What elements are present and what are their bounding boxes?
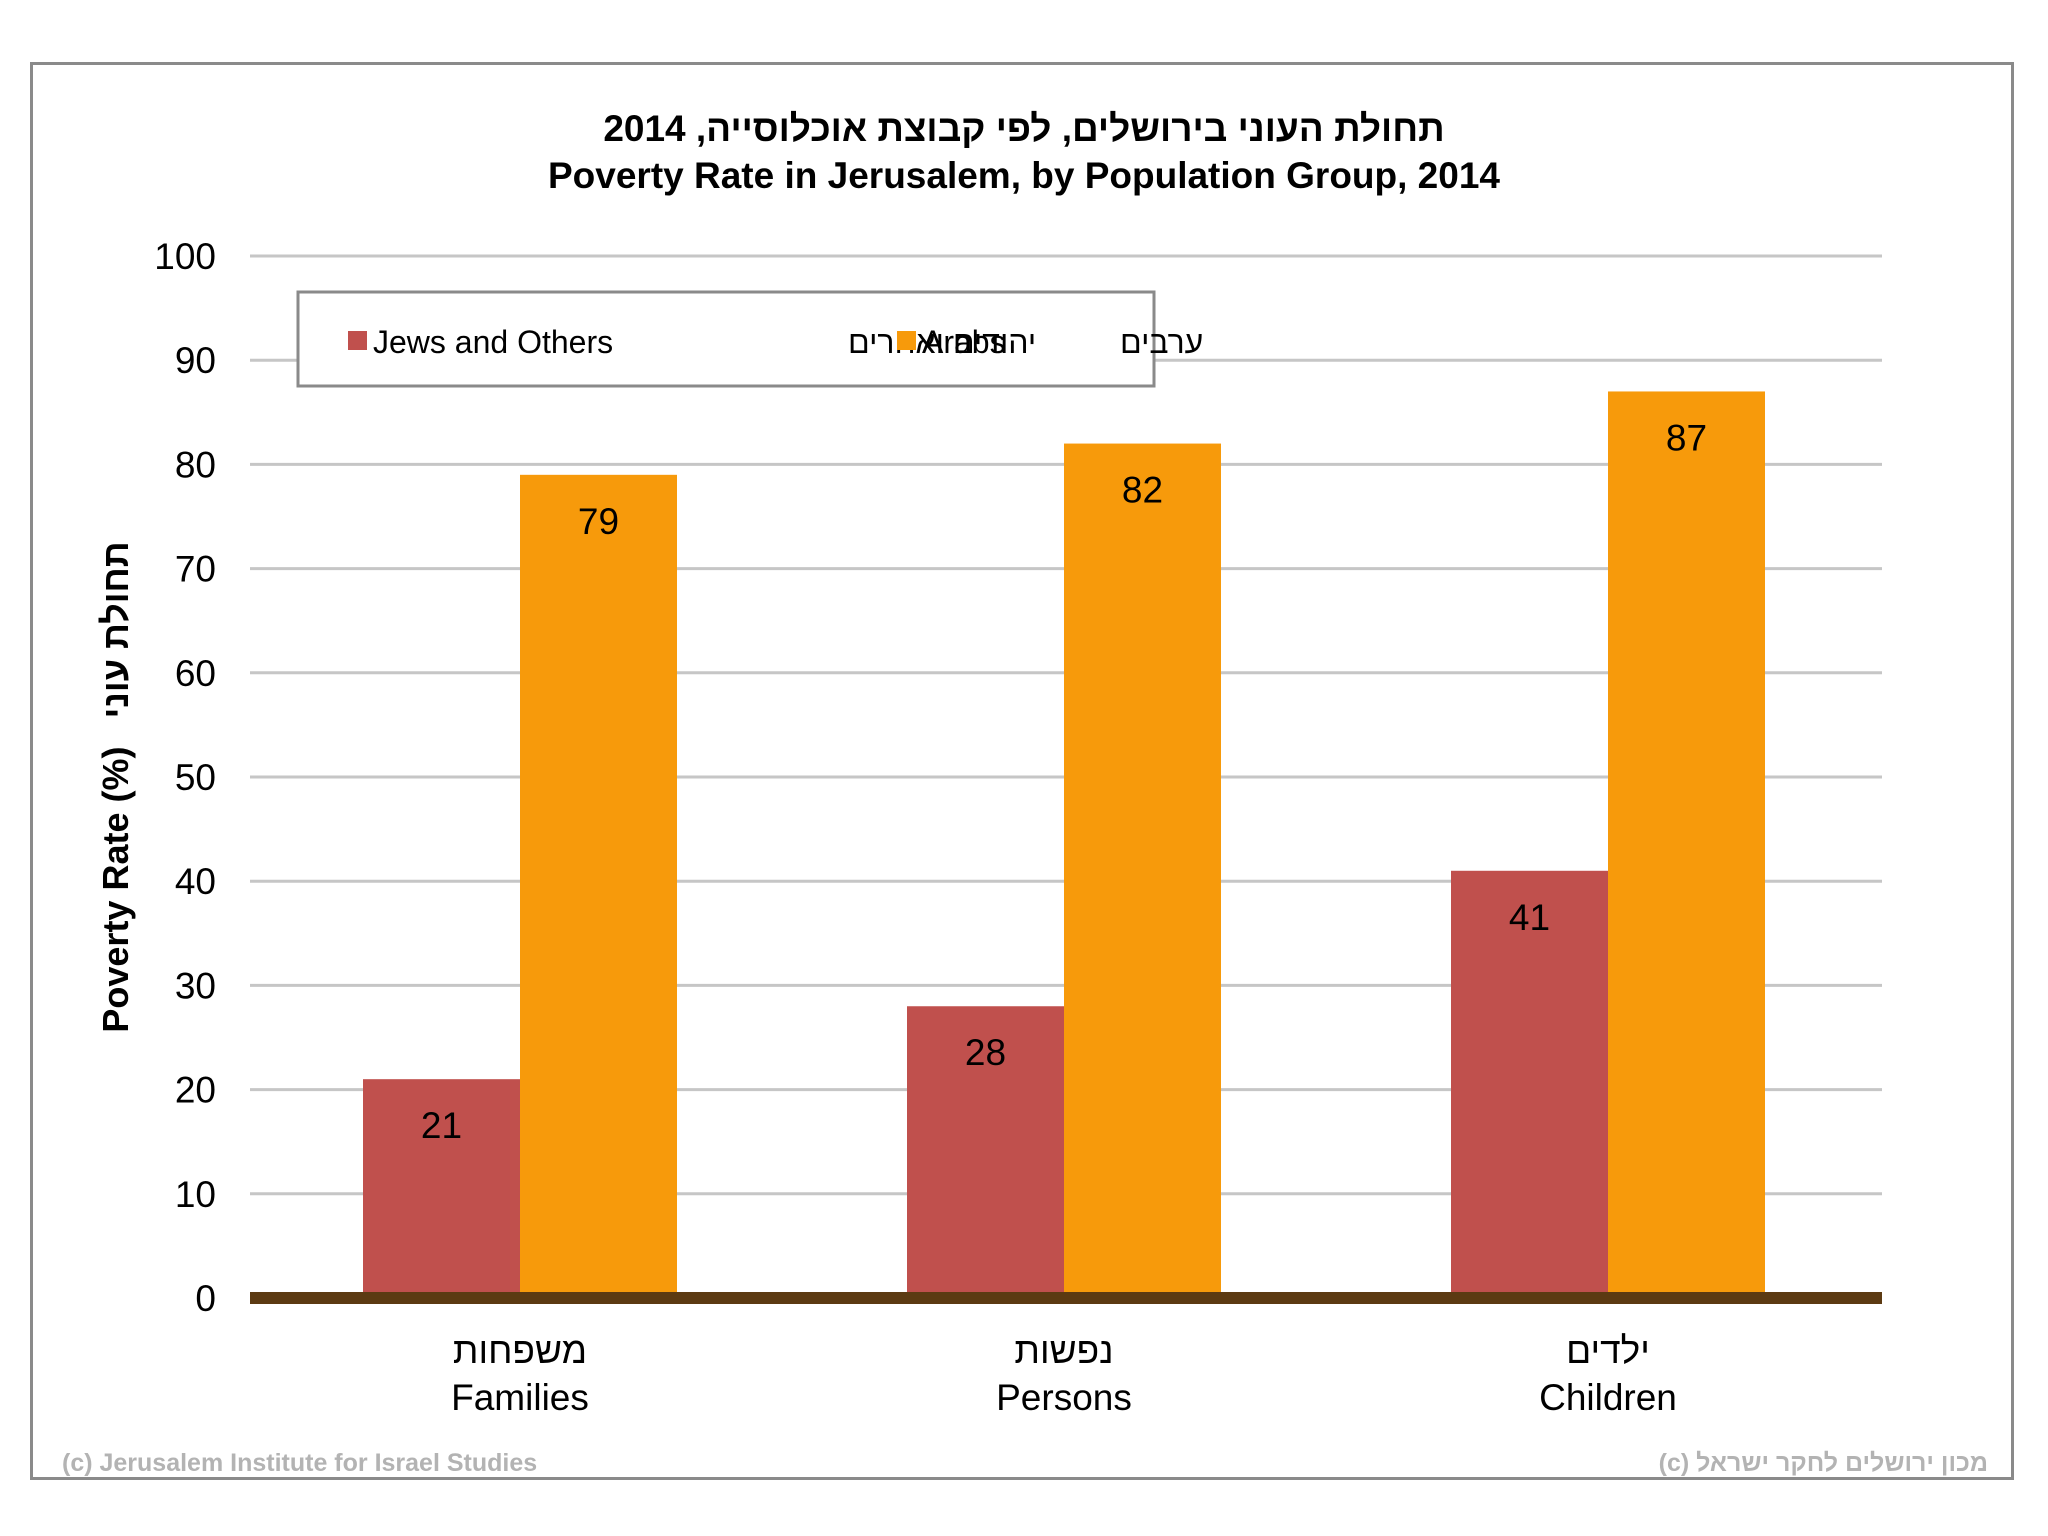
y-tick-label: 50 — [175, 757, 216, 798]
y-tick-label: 10 — [175, 1174, 216, 1215]
y-axis-label-hebrew: תחולת עוני — [95, 541, 136, 718]
data-label: 79 — [578, 501, 619, 542]
y-tick-label: 20 — [175, 1070, 216, 1111]
y-tick-label: 40 — [175, 861, 216, 902]
legend-swatch-jews-others — [348, 331, 367, 350]
category-labels: משפחות Families נפשות Persons ילדים Children — [451, 1330, 1677, 1418]
data-label: 87 — [1666, 417, 1707, 458]
legend-label-arabs: Arabs — [922, 324, 1006, 360]
y-axis-label: Poverty Rate (%) תחולת עוני — [95, 541, 136, 1032]
legend-label-arabs-hebrew: ערבים — [1120, 324, 1203, 360]
category-label-hebrew: ילדים — [1566, 1330, 1650, 1371]
data-label: 41 — [1509, 897, 1550, 938]
bar — [363, 1079, 520, 1298]
data-label: 82 — [1122, 470, 1163, 511]
bar — [1451, 870, 1608, 1298]
category-label-hebrew: משפחות — [453, 1330, 587, 1371]
category-label: Children — [1539, 1377, 1677, 1418]
legend-swatch-arabs — [897, 331, 916, 350]
chart-frame — [30, 62, 2014, 1480]
credit-english: (c) Jerusalem Institute for Israel Studi… — [62, 1449, 538, 1477]
data-label: 21 — [421, 1105, 462, 1146]
data-label: 28 — [965, 1032, 1006, 1073]
bar — [1064, 443, 1221, 1298]
y-tick-label: 60 — [175, 653, 216, 694]
bar — [1608, 391, 1765, 1299]
category-label: Families — [451, 1377, 589, 1418]
y-tick-label: 100 — [154, 236, 216, 277]
legend-label-jews-others: Jews and Others — [373, 324, 613, 360]
category-label: Persons — [996, 1377, 1132, 1418]
legend-label-jews-others-hebrew: יהודים ואחרים — [848, 324, 1036, 360]
y-tick-label: 0 — [195, 1278, 216, 1319]
chart-title: Poverty Rate in Jerusalem, by Population… — [547, 155, 1500, 196]
y-axis-label-english: Poverty Rate (%) — [95, 747, 136, 1033]
y-tick-label: 70 — [175, 549, 216, 590]
bar — [907, 1006, 1064, 1298]
y-tick-label: 30 — [175, 965, 216, 1006]
category-label-hebrew: נפשות — [1014, 1330, 1113, 1371]
data-labels: 21 79 28 82 41 87 — [421, 417, 1707, 1146]
legend: Jews and Others יהודים ואחרים Arabs ערבי… — [296, 290, 1203, 388]
y-tick-label: 90 — [175, 340, 216, 381]
svg-text:Poverty Rate (%) תחולת: Poverty Rate (%) תחולת עוני — [95, 541, 136, 1032]
bar — [520, 474, 677, 1298]
bars — [363, 391, 1765, 1299]
y-tick-label: 80 — [175, 444, 216, 485]
chart-title-hebrew: תחולת העוני בירושלים, לפי קבוצת אוכלוסיי… — [603, 108, 1445, 149]
y-axis-ticks: 0 10 20 30 40 50 60 70 80 90 100 — [154, 236, 216, 1319]
legend-box — [296, 290, 1156, 388]
credit-hebrew: (c) מכון ירושלים לחקר ישראל — [1658, 1449, 1988, 1477]
